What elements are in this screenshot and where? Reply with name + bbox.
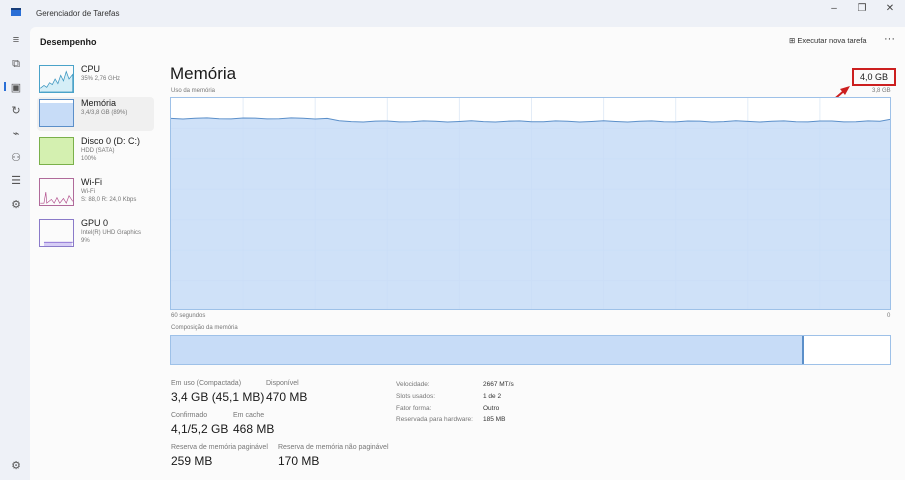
usage-line — [171, 117, 890, 123]
in-use-segment — [171, 336, 804, 364]
cached-label: Em cache — [233, 412, 265, 419]
sidebar-item-cpu[interactable]: CPU 35% 2,76 GHz — [37, 63, 154, 101]
in-use-label: Em uso (Compactada) — [171, 380, 242, 387]
services-icon[interactable]: ⚙ — [11, 199, 21, 211]
window-title: Gerenciador de Tarefas — [36, 9, 120, 18]
wifi-thumbnail — [39, 178, 74, 206]
memory-usage-chart — [170, 97, 891, 310]
gpu-thumbnail — [39, 219, 74, 247]
hardware-reserved-value: 185 MB — [483, 416, 506, 423]
cached-value: 468 MB — [233, 422, 275, 436]
more-button[interactable]: ··· — [884, 33, 895, 45]
history-icon[interactable]: ↻ — [11, 105, 21, 117]
memory-composition-bar — [170, 335, 891, 365]
new-task-button[interactable]: ⊞ Executar nova tarefa — [789, 36, 867, 45]
time-left-label: 60 segundos — [171, 313, 206, 319]
in-use-value: 3,4 GB (45,1 MB) — [171, 390, 265, 404]
users-icon[interactable]: ⚇ — [11, 152, 21, 164]
nonpaged-pool-label: Reserva de memória não paginável — [278, 444, 389, 451]
sidebar-item-wifi[interactable]: Wi-Fi Wi-Fi S: 88,0 R: 24,0 Kbps — [37, 176, 154, 214]
hamburger-icon[interactable]: ≡ — [12, 34, 20, 46]
app-icon — [11, 8, 21, 16]
memory-title: Memória — [170, 64, 237, 83]
available-value: 470 MB — [266, 390, 308, 404]
cpu-thumbnail — [39, 65, 74, 93]
minimize-button[interactable]: – — [831, 3, 837, 14]
form-factor-label: Fator forma: — [396, 405, 432, 412]
sidebar-item-gpu[interactable]: GPU 0 Intel(R) UHD Graphics 9% — [37, 217, 154, 255]
usage-graph — [171, 98, 890, 309]
paged-pool-value: 259 MB — [171, 454, 213, 468]
close-button[interactable]: ✕ — [885, 3, 895, 14]
page-title: Desempenho — [40, 37, 97, 47]
memory-thumbnail — [39, 99, 74, 127]
committed-label: Confirmado — [171, 412, 208, 419]
paged-pool-label: Reserva de memória paginável — [171, 444, 268, 451]
slots-value: 1 de 2 — [483, 393, 502, 400]
available-label: Disponível — [266, 380, 299, 387]
time-right-label: 0 — [887, 313, 891, 319]
active-indicator — [4, 82, 6, 91]
disk-thumbnail — [39, 137, 74, 165]
composition-label: Composição da memória — [171, 325, 238, 331]
maximize-button[interactable]: ❐ — [857, 3, 867, 14]
new-task-icon: ⊞ — [789, 36, 798, 45]
slots-label: Slots usados: — [396, 393, 436, 400]
sidebar-item-memory[interactable]: Memória 3,4/3,8 GB (89%) — [37, 97, 154, 131]
total-memory: 4,0 GB — [852, 68, 896, 86]
speed-value: 2667 MT/s — [483, 381, 514, 388]
sidebar-item-disk[interactable]: Disco 0 (D: C:) HDD (SATA) 100% — [37, 135, 154, 173]
form-factor-value: Outro — [483, 405, 500, 412]
speed-label: Velocidade: — [396, 381, 430, 388]
hardware-reserved-label: Reservada para hardware: — [396, 416, 473, 423]
usage-max: 3,8 GB — [872, 88, 891, 94]
nonpaged-pool-value: 170 MB — [278, 454, 320, 468]
processes-icon[interactable]: ⧉ — [12, 58, 20, 70]
usage-area — [171, 117, 890, 309]
startup-icon[interactable]: ⌁ — [12, 128, 20, 140]
performance-icon[interactable]: ▣ — [10, 82, 22, 94]
committed-value: 4,1/5,2 GB — [171, 422, 229, 436]
usage-label: Uso da memória — [171, 88, 216, 94]
details-icon[interactable]: ☰ — [11, 175, 21, 187]
settings-icon[interactable]: ⚙ — [11, 460, 21, 472]
